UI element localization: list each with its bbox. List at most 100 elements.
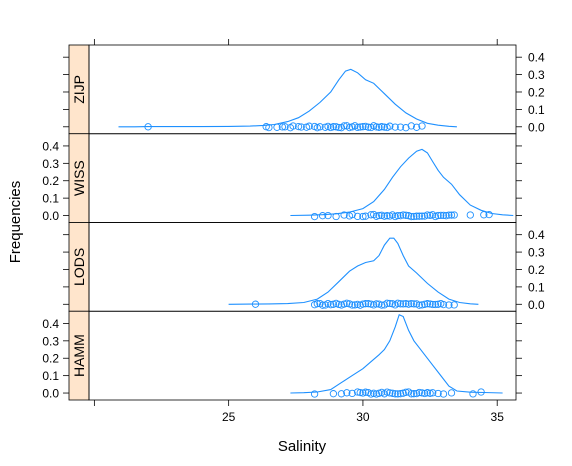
point-hamm-36 <box>447 389 456 397</box>
point-lods-44 <box>426 300 434 308</box>
point-zijp-9 <box>297 123 305 131</box>
point-wiss-43 <box>480 211 488 219</box>
point-zijp-4 <box>278 123 287 131</box>
point-wiss-28 <box>415 212 423 220</box>
point-wiss-0 <box>310 212 319 221</box>
point-zijp-29 <box>359 123 367 131</box>
point-lods-51 <box>450 301 458 309</box>
point-wiss-39 <box>445 211 453 219</box>
y-tick-label-hamm-4: 0.4 <box>42 317 59 331</box>
point-wiss-40 <box>447 211 456 219</box>
point-zijp-2 <box>265 123 273 132</box>
point-hamm-5 <box>353 388 362 396</box>
point-zijp-43 <box>407 122 415 130</box>
y-axis-lods: 0.0 0.1 0.2 0.3 0.4 <box>63 228 545 312</box>
y-axis-label: Frequencies <box>7 181 24 264</box>
point-lods-0 <box>251 300 260 308</box>
point-lods-2 <box>313 300 321 308</box>
point-zijp-27 <box>353 123 362 132</box>
point-wiss-2 <box>324 211 332 220</box>
point-wiss-16 <box>383 212 391 220</box>
panel-lods: LODS 0.0 0.1 0.2 0.3 0.4 <box>63 222 545 312</box>
point-lods-41 <box>418 301 426 309</box>
point-wiss-27 <box>412 212 421 220</box>
strip-label-lods: LODS <box>71 248 87 286</box>
y-tick-label-hamm-0: 0.0 <box>42 387 59 401</box>
point-wiss-42 <box>466 211 474 219</box>
point-zijp-14 <box>316 123 324 131</box>
point-wiss-23 <box>402 211 410 219</box>
y-tick-label-wiss-3: 0.3 <box>42 157 59 171</box>
point-hamm-1 <box>329 390 338 398</box>
points-zijp <box>144 122 426 132</box>
point-zijp-18 <box>329 123 338 131</box>
point-wiss-32 <box>426 211 434 220</box>
point-wiss-21 <box>396 212 405 220</box>
point-zijp-34 <box>372 123 381 131</box>
point-wiss-8 <box>359 212 367 221</box>
y-tick-label-zijp-1: 0.1 <box>528 103 545 117</box>
point-hamm-34 <box>434 389 442 398</box>
point-hamm-6 <box>356 388 364 397</box>
y-tick-label-zijp-0: 0.0 <box>528 120 545 134</box>
point-hamm-31 <box>423 389 432 397</box>
y-tick-label-lods-2: 0.2 <box>528 263 545 277</box>
point-lods-38 <box>410 300 418 308</box>
point-zijp-31 <box>364 123 372 131</box>
point-wiss-10 <box>367 211 375 219</box>
y-axis-hamm: 0.0 0.1 0.2 0.3 0.4 <box>42 317 522 401</box>
point-lods-19 <box>359 300 367 308</box>
point-hamm-19 <box>391 390 399 398</box>
y-tick-label-lods-3: 0.3 <box>528 246 545 260</box>
point-hamm-28 <box>415 388 423 397</box>
strip-label-hamm: HAMM <box>71 334 87 377</box>
point-zijp-22 <box>340 122 348 130</box>
panel-zijp: ZIJP 0.0 0.1 0.2 0.3 0.4 <box>63 44 545 135</box>
point-hamm-2 <box>337 390 346 398</box>
point-hamm-10 <box>367 390 375 398</box>
point-wiss-1 <box>318 212 327 220</box>
point-zijp-44 <box>412 123 421 131</box>
y-tick-label-zijp-3: 0.3 <box>528 68 545 82</box>
y-tick-label-zijp-2: 0.2 <box>528 85 545 99</box>
y-tick-label-zijp-4: 0.4 <box>528 51 545 65</box>
point-hamm-32 <box>426 389 434 397</box>
panel-frame-zijp <box>88 44 517 135</box>
point-hamm-4 <box>348 389 356 398</box>
point-zijp-36 <box>378 123 386 131</box>
point-wiss-44 <box>485 210 493 219</box>
point-hamm-11 <box>370 389 378 397</box>
point-hamm-17 <box>386 389 394 397</box>
point-lods-34 <box>399 300 407 308</box>
x-axis-label: Salinity <box>278 438 327 455</box>
point-zijp-40 <box>391 123 399 131</box>
point-lods-35 <box>402 300 410 308</box>
point-hamm-21 <box>396 390 405 398</box>
point-wiss-6 <box>348 210 356 219</box>
point-lods-4 <box>318 301 327 309</box>
density-line-zijp <box>118 68 457 128</box>
point-lods-20 <box>361 300 370 308</box>
strip-label-zijp: ZIJP <box>71 75 87 104</box>
point-lods-33 <box>396 300 405 308</box>
point-lods-36 <box>404 300 413 308</box>
panel-frame-lods <box>88 222 517 312</box>
point-lods-29 <box>386 299 394 308</box>
point-hamm-8 <box>361 388 370 396</box>
point-lods-15 <box>348 301 356 309</box>
point-hamm-23 <box>402 388 410 396</box>
y-tick-label-wiss-2: 0.2 <box>42 174 59 188</box>
point-zijp-11 <box>305 122 313 130</box>
x-axis: 25 30 35 <box>93 39 504 424</box>
point-hamm-26 <box>410 390 418 398</box>
point-lods-40 <box>415 301 423 309</box>
point-wiss-9 <box>361 212 370 220</box>
point-wiss-7 <box>353 212 362 221</box>
point-zijp-3 <box>273 123 281 131</box>
point-hamm-25 <box>407 390 415 398</box>
point-wiss-38 <box>442 212 450 220</box>
points-wiss <box>310 210 493 221</box>
y-tick-label-wiss-1: 0.1 <box>42 192 59 206</box>
points-lods <box>251 299 458 309</box>
point-lods-28 <box>383 299 391 307</box>
